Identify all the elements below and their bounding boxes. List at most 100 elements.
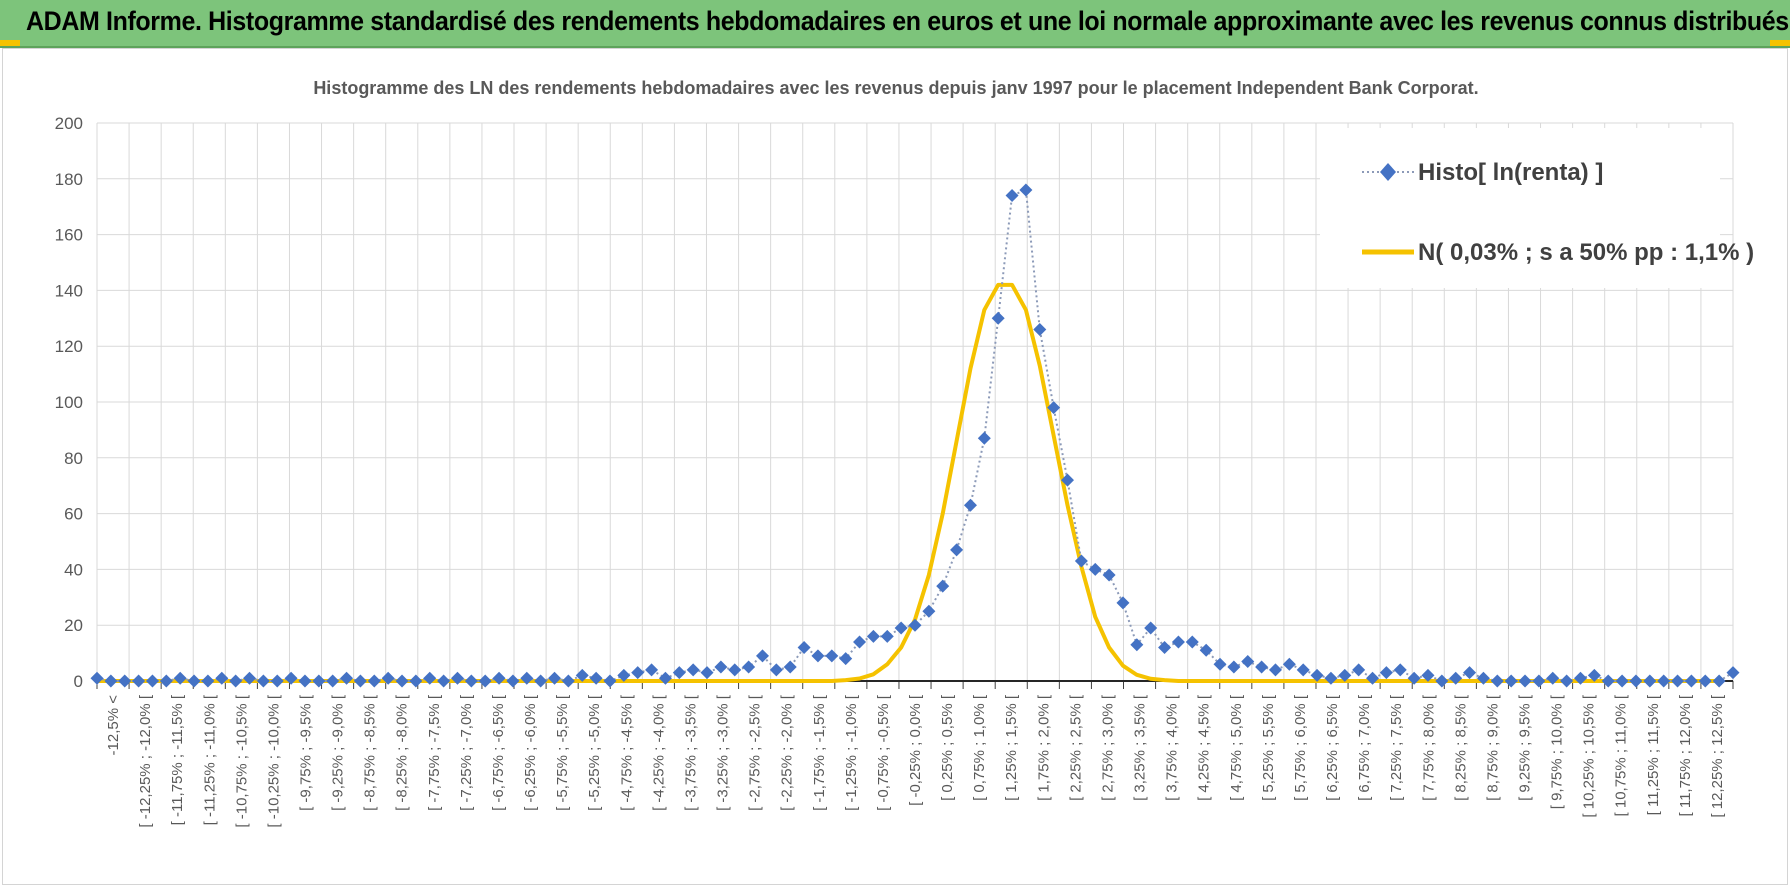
x-tick-label: [ -0,75% ; -0,5% [ [875,694,892,811]
histogram-point [1074,554,1088,568]
histogram-point [145,674,159,688]
histogram-point [464,674,478,688]
histogram-point [1102,568,1116,582]
histogram-point [1435,674,1449,688]
histogram-point [1130,638,1144,652]
histogram-point [894,621,908,635]
histogram-point [104,674,118,688]
histogram-point [1712,674,1726,688]
x-tick-label: [ 9,25% ; 9,5% [ [1516,694,1533,801]
histogram-point [312,674,326,688]
histogram-point [118,674,132,688]
x-tick-label: [ -0,25% ; 0,0% [ [907,694,924,806]
x-tick-label: [ -7,75% ; -7,5% [ [426,694,443,811]
histogram-point [1546,671,1560,685]
x-tick-label: [ 10,25% ; 10,5% [ [1581,694,1598,817]
histogram-point [381,671,395,685]
histogram-point [977,431,991,445]
y-tick-label: 20 [64,616,83,635]
histogram-point [645,663,659,677]
histogram-point [783,660,797,674]
histogram-point [1587,668,1601,682]
histogram-point [1449,671,1463,685]
x-tick-label: [ 3,75% ; 4,0% [ [1164,694,1181,801]
x-tick-label: [ -5,75% ; -5,5% [ [554,694,571,811]
histogram-point [1421,668,1435,682]
x-tick-label: [ 3,25% ; 3,5% [ [1132,694,1149,801]
histogram-point [658,671,672,685]
histogram-point [520,671,534,685]
histogram-point [1116,596,1130,610]
histogram-point [437,674,451,688]
x-tick-label: [ -11,25% ; -11,0% [ [201,694,218,825]
x-tick-label: [ 8,75% ; 9,0% [ [1484,694,1501,801]
legend-histo-label: Histo[ ln(renta) ] [1418,159,1603,186]
histogram-point [478,674,492,688]
histogram-point [1296,663,1310,677]
x-tick-label: [ -5,25% ; -5,0% [ [586,694,603,811]
histogram-series-layer [90,183,1740,688]
histogram-point [1393,663,1407,677]
histogram-point [908,618,922,632]
histogram-point [1684,674,1698,688]
x-tick-label: [ -4,75% ; -4,5% [ [618,694,635,811]
histogram-point [1366,671,1380,685]
legend-background [1320,128,1720,288]
x-tick-label: [ 1,25% ; 1,5% [ [1003,694,1020,801]
histogram-point [1171,635,1185,649]
histogram-point [811,649,825,663]
histogram-point [1158,641,1172,655]
histogram-point [672,666,686,680]
x-tick-label: [ 10,75% ; 11,0% [ [1613,694,1630,816]
histogram-point [1033,322,1047,336]
histogram-point [298,674,312,688]
histogram-point [173,671,187,685]
x-tick-label: [ -3,25% ; -3,0% [ [715,694,732,811]
y-tick-label: 180 [55,170,83,189]
histogram-point [367,674,381,688]
histogram-point [1005,189,1019,203]
legend-normal-label: N( 0,03% ; s a 50% pp : 1,1% ) [1418,239,1754,266]
histogram-point [1047,401,1061,415]
histogram-point [561,674,575,688]
x-tick-label: [ -3,75% ; -3,5% [ [682,694,699,811]
x-tick-label: [ 12,25% ; 12,5% [ [1709,694,1726,817]
histogram-point [1019,183,1033,197]
histogram-point [1282,657,1296,671]
histogram-point [1463,666,1477,680]
histogram-point [769,663,783,677]
report-banner: ADAM Informe. Histogramme standardisé de… [0,0,1790,48]
x-tick-label: [ 6,25% ; 6,5% [ [1324,694,1341,801]
x-tick-label: [ -4,25% ; -4,0% [ [650,694,667,811]
histogram-point [1199,643,1213,657]
x-axis: -12,5% < [ -12,25% ; -12,0% [[ -11,75% ; … [96,680,1734,828]
histogram-point [936,579,950,593]
x-tick-label: [ 6,75% ; 7,0% [ [1356,694,1373,801]
y-tick-label: 200 [55,114,83,133]
histogram-point [1601,674,1615,688]
y-tick-label: 120 [55,337,83,356]
y-tick-label: 140 [55,281,83,300]
x-tick-label: [ -1,25% ; -1,0% [ [843,694,860,811]
histogram-point [1643,674,1657,688]
histogram-point [1629,674,1643,688]
histogram-point [243,671,257,685]
histogram-point [1352,663,1366,677]
histogram-point [1255,660,1269,674]
x-tick-label: [ -12,25% ; -12,0% [ [137,694,154,827]
x-tick-label: [ -1,75% ; -1,5% [ [811,694,828,811]
x-tick-label: [ -10,75% ; -10,5% [ [233,694,250,827]
histogram-point [1476,671,1490,685]
histogram-point [742,660,756,674]
histogram-point [229,674,243,688]
chart-frame [2,48,1788,885]
histogram-point [603,674,617,688]
histogram-point [631,666,645,680]
histogram-point [1213,657,1227,671]
x-tick-label: [ 7,25% ; 7,5% [ [1388,694,1405,801]
chart-title: Histogramme des LN des rendements hebdom… [313,78,1478,98]
y-tick-label: 80 [64,449,83,468]
y-tick-label: 0 [74,672,83,691]
normal-curve-layer [97,282,1720,683]
